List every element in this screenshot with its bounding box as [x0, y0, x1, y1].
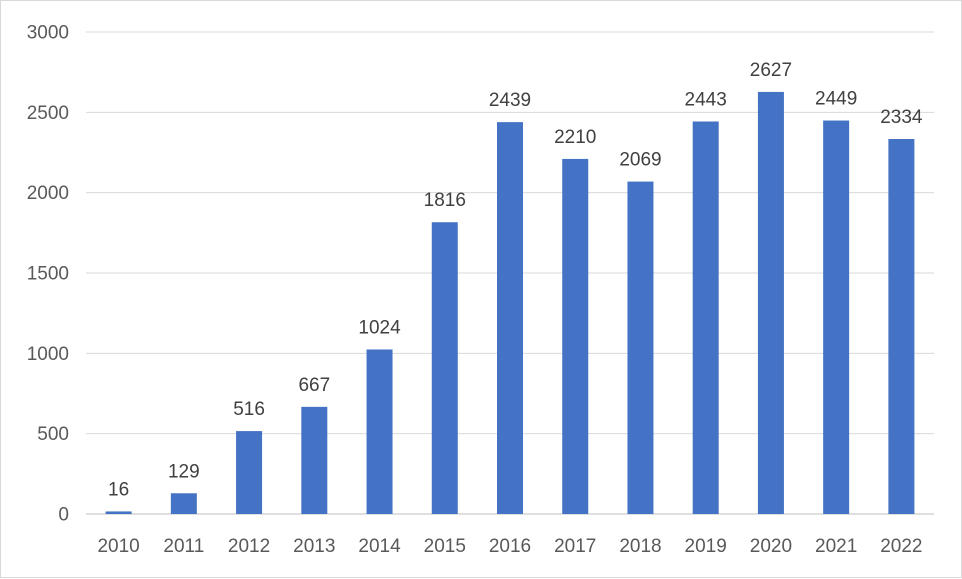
- bar-2017: [562, 158, 589, 514]
- data-label-2015: 1816: [424, 190, 466, 211]
- data-label-2021: 2449: [815, 89, 857, 110]
- y-tick-label: 1500: [27, 264, 69, 285]
- data-label-2011: 129: [168, 461, 200, 482]
- data-label-2018: 2069: [619, 150, 661, 171]
- bar-2013: [301, 406, 328, 514]
- x-tick-label-2019: 2019: [685, 536, 727, 557]
- bar-2020: [757, 91, 784, 515]
- x-tick-label-2015: 2015: [424, 536, 466, 557]
- data-label-2022: 2334: [880, 107, 923, 128]
- y-axis-ticks: 0 500 1000 1500 2000 2500 3000: [27, 23, 69, 526]
- bar-2018: [627, 181, 654, 514]
- data-labels: 16 129 516 667 1024 1816 2439 2210 2069 2443 2627 2…: [108, 60, 923, 501]
- bar-2019: [692, 121, 719, 514]
- x-tick-label-2022: 2022: [880, 536, 922, 557]
- y-tick-label: 3000: [27, 23, 69, 44]
- y-tick-label: 0: [58, 505, 69, 526]
- x-tick-label-2014: 2014: [358, 536, 401, 557]
- x-tick-label-2021: 2021: [815, 536, 857, 557]
- data-label-2010: 16: [108, 479, 129, 500]
- bar-2014: [366, 349, 393, 514]
- bar-2015: [431, 222, 458, 514]
- x-tick-label-2020: 2020: [750, 536, 792, 557]
- x-tick-label-2017: 2017: [554, 536, 596, 557]
- bar-2016: [497, 122, 523, 514]
- data-label-2013: 667: [298, 375, 330, 396]
- bars: [105, 91, 915, 515]
- data-label-2012: 516: [233, 399, 265, 420]
- bar-2021: [823, 120, 850, 514]
- x-tick-label-2012: 2012: [228, 536, 270, 557]
- data-label-2014: 1024: [358, 317, 401, 338]
- x-tick-label-2016: 2016: [489, 536, 531, 557]
- x-tick-label-2018: 2018: [619, 536, 661, 557]
- data-label-2017: 2210: [554, 127, 596, 148]
- y-tick-label: 2000: [27, 183, 69, 204]
- bar-2012: [236, 431, 263, 514]
- x-tick-label-2011: 2011: [163, 536, 204, 557]
- bar-2011: [170, 493, 197, 514]
- bar-2022: [888, 139, 915, 514]
- x-tick-label-2013: 2013: [293, 536, 335, 557]
- y-tick-label: 500: [37, 424, 69, 445]
- y-tick-label: 1000: [27, 344, 69, 365]
- data-label-2020: 2627: [750, 60, 792, 81]
- bar-2010: [105, 511, 132, 514]
- data-label-2016: 2439: [489, 90, 531, 111]
- y-tick-label: 2500: [27, 103, 69, 124]
- data-label-2019: 2443: [685, 89, 727, 110]
- x-axis-ticks: 2010 2011 2012 2013 2014 2015 2016 2017 2018 2019…: [97, 536, 922, 557]
- x-tick-label-2010: 2010: [97, 536, 139, 557]
